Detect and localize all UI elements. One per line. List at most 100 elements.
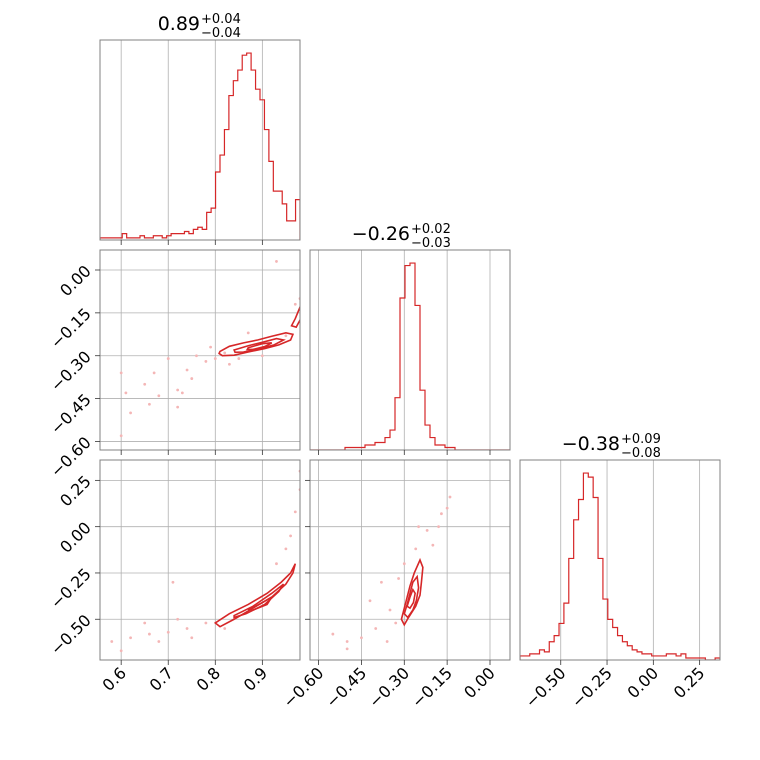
- scatter-panel-p1-p2: 0.00 −0.15−0.30−0.45−0.60: [47, 249, 301, 481]
- sample-point: [204, 360, 208, 363]
- sample-point: [143, 621, 147, 625]
- panel-frame: [99, 459, 301, 661]
- title-median-p2: −0.26: [352, 223, 410, 245]
- sample-point: [190, 377, 194, 380]
- x-tick-label: −0.60: [279, 663, 327, 711]
- sample-point: [209, 345, 212, 349]
- sample-point: [414, 547, 418, 551]
- histogram-panel-p3: −0.50−0.25 0.00 0.25 −0.38 +0.09−0.08: [519, 432, 721, 711]
- title-lower-p2: −0.03: [411, 236, 451, 251]
- sample-point: [360, 636, 363, 640]
- sample-point: [195, 354, 198, 358]
- sample-point: [402, 562, 406, 566]
- y-tick-label: −0.60: [47, 433, 95, 481]
- sample-point: [124, 391, 128, 395]
- panel-inner: [100, 40, 300, 240]
- title-lower-p1: −0.04: [201, 26, 241, 41]
- histogram-p1: [100, 52, 300, 240]
- sample-point: [166, 630, 170, 634]
- x-tick-label: 0.25: [670, 663, 709, 702]
- x-tick-label: 0.6: [99, 663, 130, 694]
- density-contour: [403, 574, 420, 619]
- x-tick-label: −0.15: [408, 663, 456, 711]
- panel-frame: [99, 249, 301, 451]
- x-tick-label: 0.7: [146, 663, 177, 694]
- sample-point: [176, 617, 180, 621]
- y-tick-label: −0.50: [47, 611, 95, 659]
- sample-point: [380, 580, 383, 584]
- density-contour: [290, 305, 300, 329]
- sample-point: [237, 357, 241, 360]
- density-contour: [213, 563, 297, 628]
- sample-point: [345, 647, 349, 651]
- sample-point: [213, 357, 217, 360]
- sample-point: [417, 525, 420, 529]
- density-contour: [245, 342, 273, 351]
- y-tick-label: −0.45: [47, 390, 95, 438]
- x-tick-label: −0.45: [322, 663, 370, 711]
- sample-point: [293, 510, 297, 514]
- panel-inner: [310, 250, 510, 450]
- sample-point: [119, 434, 123, 438]
- panel-inner: [100, 460, 300, 660]
- sample-point: [190, 636, 194, 640]
- title-median-p3: −0.38: [562, 433, 620, 455]
- x-tick-label: 0.9: [240, 663, 271, 694]
- title-upper-p2: +0.02: [411, 222, 451, 237]
- y-tick-label: 0.00: [56, 261, 95, 300]
- sample-point: [223, 351, 227, 355]
- sample-point: [448, 495, 452, 499]
- histogram-p2: [310, 262, 510, 450]
- panel-inner: [520, 460, 720, 660]
- sample-point: [431, 543, 435, 547]
- x-tick-label: 0.8: [193, 663, 224, 694]
- title-upper-p3: +0.09: [621, 432, 661, 447]
- sample-point: [180, 391, 184, 395]
- sample-point: [228, 362, 231, 366]
- density-contour: [247, 596, 273, 611]
- x-tick-label: 0.00: [460, 663, 499, 702]
- x-tick-label: −0.25: [568, 663, 616, 711]
- sample-point: [425, 528, 429, 532]
- title-upper-p1: +0.04: [201, 12, 241, 27]
- scatter-panel-p2-p3: 0.00−0.15−0.30−0.45−0.60: [279, 459, 511, 711]
- sample-point: [148, 402, 151, 406]
- panel-frame: [309, 459, 511, 661]
- sample-point: [368, 599, 372, 603]
- panel-inner: [100, 250, 300, 450]
- y-tick-label: −0.30: [47, 347, 95, 395]
- sample-point: [275, 562, 278, 566]
- sample-point: [143, 382, 147, 386]
- sample-point: [397, 577, 400, 580]
- sample-point: [394, 621, 398, 625]
- sample-point: [171, 580, 175, 584]
- histogram-panel-p1: 0.89 +0.04−0.04: [99, 12, 301, 245]
- density-contour: [218, 332, 295, 357]
- density-contour: [233, 337, 286, 354]
- sample-point: [129, 636, 132, 640]
- scatter-panel-p1-p3: 0.6 0.7 0.8 0.90.250.00−0.25−0.50: [47, 459, 301, 695]
- histogram-p3: [520, 472, 720, 660]
- sample-point: [148, 632, 151, 636]
- sample-point: [275, 260, 278, 263]
- x-tick-label: −0.50: [521, 663, 569, 711]
- sample-point: [437, 525, 440, 529]
- x-tick-label: 0.00: [624, 663, 663, 702]
- panel-inner: [310, 460, 510, 660]
- sample-point: [385, 640, 389, 643]
- y-tick-label: 0.00: [56, 518, 95, 557]
- sample-point: [293, 302, 297, 306]
- density-contour: [406, 587, 416, 610]
- panel-frame: [519, 459, 721, 661]
- sample-point: [331, 632, 335, 636]
- sample-point: [166, 357, 170, 360]
- sample-point: [176, 405, 180, 409]
- sample-point: [176, 388, 180, 392]
- title-median-p1: 0.89: [158, 13, 200, 35]
- histogram-panel-p2: −0.26 +0.02−0.03: [309, 222, 511, 455]
- sample-point: [110, 640, 114, 643]
- sample-point: [289, 534, 292, 538]
- sample-point: [284, 334, 288, 338]
- sample-point: [345, 640, 349, 643]
